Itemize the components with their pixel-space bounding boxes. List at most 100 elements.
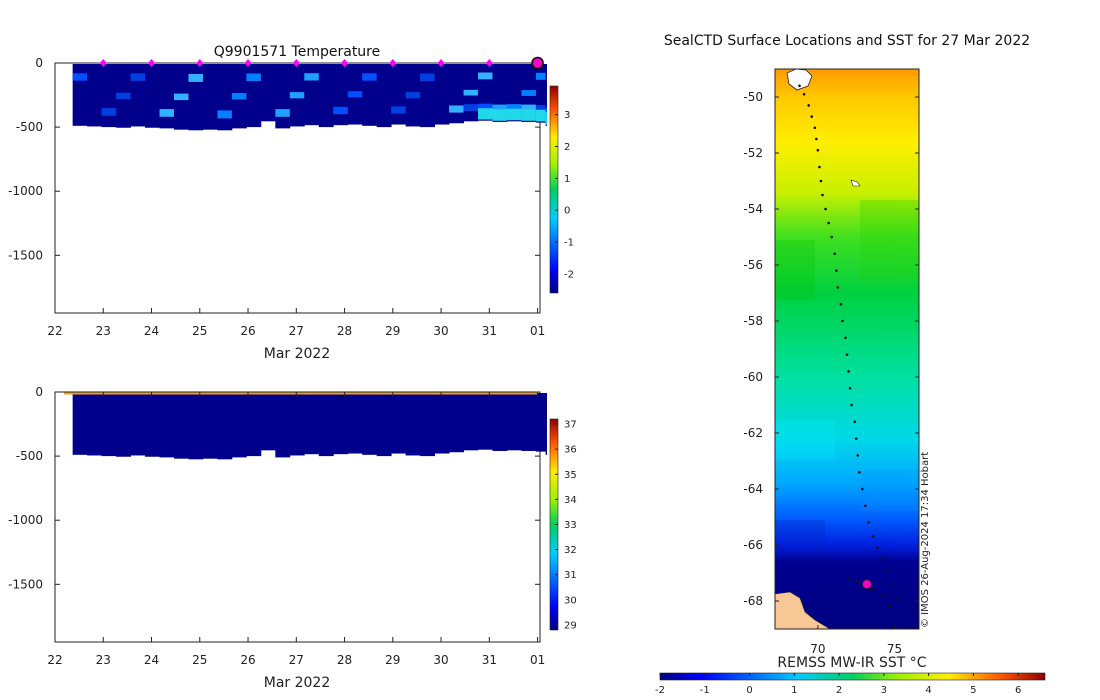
profile-column [188, 393, 204, 460]
lat-tick-label: -68 [743, 594, 763, 608]
track-point [847, 370, 850, 373]
x-tick-label: 22 [47, 324, 62, 338]
lat-tick-label: -58 [743, 314, 763, 328]
profile-column [333, 393, 349, 455]
track-point [880, 594, 884, 597]
temperature-cell [492, 104, 508, 112]
temperature-cell [304, 73, 320, 81]
profile-column [449, 393, 464, 453]
imos-credit: © IMOS 26-Aug-2024 17:34 Hobart [920, 452, 931, 628]
y-tick-label: 0 [35, 385, 43, 399]
colorbar-tick-label: 37 [564, 420, 577, 431]
temperature-cell [535, 109, 546, 122]
temperature-cell [449, 105, 464, 113]
temperature-cell [506, 108, 522, 121]
sst-texture [775, 200, 919, 550]
temperature-cell [130, 73, 146, 81]
temperature-cell [101, 108, 117, 116]
temperature-cell [275, 109, 291, 117]
surface-marker [292, 59, 300, 67]
track-point [854, 437, 858, 440]
track-point [827, 221, 830, 225]
profile-column [391, 393, 407, 454]
surface-marker [485, 59, 493, 67]
lat-tick-label: -50 [743, 90, 763, 104]
profile-column [246, 393, 262, 457]
seal-track [798, 84, 898, 608]
profile-column [145, 393, 160, 457]
profile-column [376, 64, 392, 128]
x-tick-label: 22 [47, 653, 62, 667]
x-tick-label: 25 [192, 324, 207, 338]
profile-column [449, 64, 464, 124]
x-tick-label: 28 [337, 324, 352, 338]
salinity-panel: 22 23 24 25 26 27 28 29 30 31 01 0 -500 -1000 -1500 M… [8, 385, 577, 691]
temperature-colorbar [549, 85, 559, 294]
colorbar-tick-label: 1 [564, 174, 570, 185]
profile-column [173, 393, 189, 459]
profile-column [130, 393, 146, 456]
profile-column [101, 393, 117, 457]
profile-column [478, 393, 493, 450]
y-tick-label: -500 [16, 120, 43, 134]
profile-column [463, 393, 479, 451]
temperature-cell [173, 93, 189, 101]
temperature-cell [72, 73, 88, 81]
track-point [836, 286, 840, 289]
profile-column [217, 64, 233, 131]
longitude-ticks: 70 75 [810, 625, 902, 656]
lon-tick-label: 75 [887, 642, 902, 656]
lat-tick-label: -56 [743, 258, 763, 272]
surface-marker [244, 59, 252, 67]
x-tick-label: 24 [144, 653, 159, 667]
track-point [876, 546, 879, 550]
x-tick-label: 26 [240, 653, 255, 667]
colorbar-tick-label: 35 [564, 470, 577, 481]
track-point [894, 596, 898, 600]
track-point [847, 577, 850, 580]
profile-column [506, 393, 522, 451]
track-point [861, 487, 864, 491]
sst-colorbar-tick-label: 4 [925, 685, 931, 696]
profile-column [362, 393, 378, 455]
temperature-cell [246, 73, 262, 82]
track-point [802, 92, 806, 96]
profile-column [289, 393, 305, 456]
colorbar-tick-label: 31 [564, 570, 577, 581]
track-point [880, 557, 884, 561]
track-point [830, 235, 833, 239]
colorbar-tick-label: 34 [564, 495, 577, 506]
track-point [871, 588, 875, 592]
track-point [821, 193, 824, 197]
profile-column [87, 393, 103, 456]
lat-tick-label: -62 [743, 426, 763, 440]
temperature-cell [535, 105, 546, 113]
profile-column [434, 64, 450, 125]
colorbar-tick-label: 3 [564, 110, 570, 121]
x-tick-label: 29 [385, 653, 400, 667]
temperature-cell [159, 109, 175, 117]
profile-column [145, 64, 160, 128]
colorbar-tick-label: 30 [564, 595, 577, 606]
profile-column [116, 393, 131, 457]
sst-colorbar-tick-label: -2 [655, 685, 665, 696]
track-point [813, 126, 817, 130]
profile-column [318, 393, 334, 457]
latest-surface-marker [531, 56, 544, 70]
sst-colorbar-tick-label: 3 [881, 685, 887, 696]
sst-colorbar-tick-label: -1 [700, 685, 710, 696]
profile-column [391, 64, 407, 125]
colorbar-tick-label: -2 [564, 269, 574, 280]
track-point [856, 454, 860, 457]
x-tick-label: 31 [482, 653, 497, 667]
temperature-cell [231, 92, 247, 100]
profile-column [376, 393, 392, 457]
profile-column [202, 64, 218, 130]
temperature-cell [521, 104, 537, 112]
sst-colorbar-tick-label: 2 [836, 685, 842, 696]
profile-column [521, 393, 537, 451]
colorbar-tick-label: -1 [564, 238, 574, 249]
temperature-cell [545, 107, 547, 115]
profile-column [347, 393, 363, 454]
sst-map-panel: SealCTD Surface Locations and SST for 27… [655, 33, 1046, 696]
